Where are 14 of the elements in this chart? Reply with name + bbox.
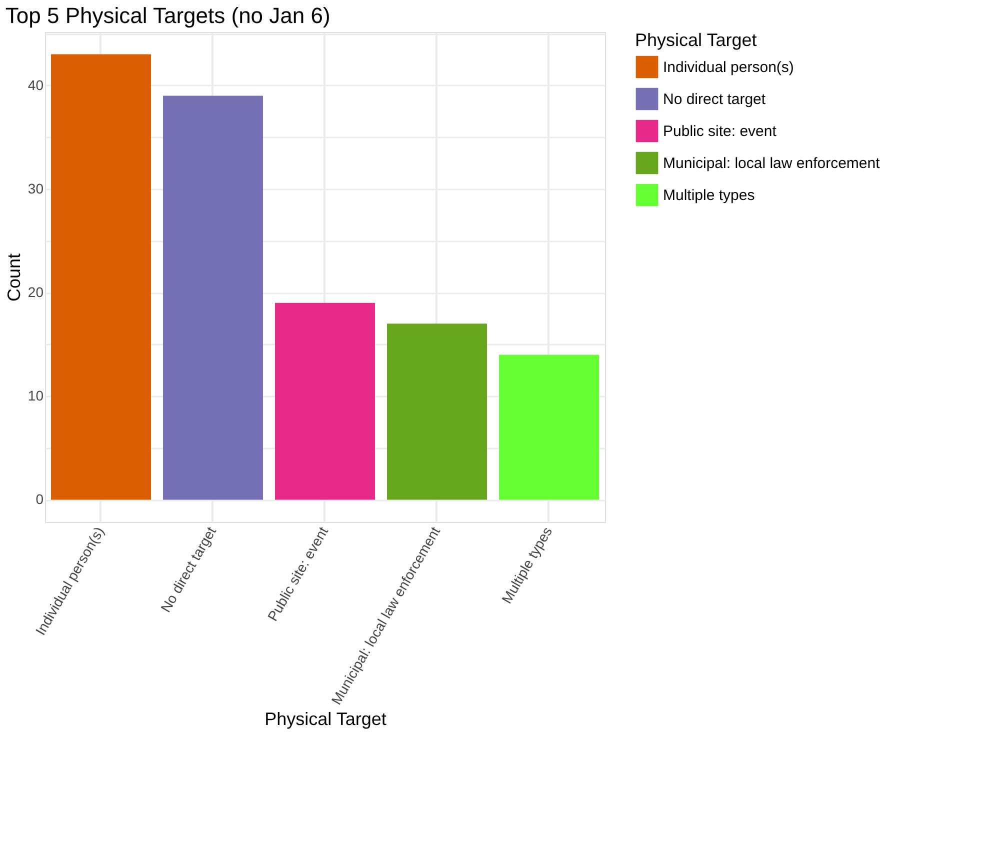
chart-title: Top 5 Physical Targets (no Jan 6) xyxy=(5,3,330,28)
y-axis-title: Count xyxy=(4,253,24,302)
x-axis-title: Physical Target xyxy=(264,709,386,730)
legend-label: Multiple types xyxy=(663,187,755,204)
y-tick-label: 40 xyxy=(28,76,44,93)
y-tick-label: 20 xyxy=(28,284,44,300)
legend-label: Public site: event xyxy=(663,123,778,140)
legend-label: Municipal: local law enforcement xyxy=(663,155,881,172)
legend-label: Individual person(s) xyxy=(663,59,794,76)
legend-title: Physical Target xyxy=(635,30,757,50)
legend-label: No direct target xyxy=(663,91,766,108)
y-tick-label: 30 xyxy=(28,180,44,196)
y-tick-label: 0 xyxy=(36,491,44,508)
y-tick-label: 10 xyxy=(28,388,44,404)
